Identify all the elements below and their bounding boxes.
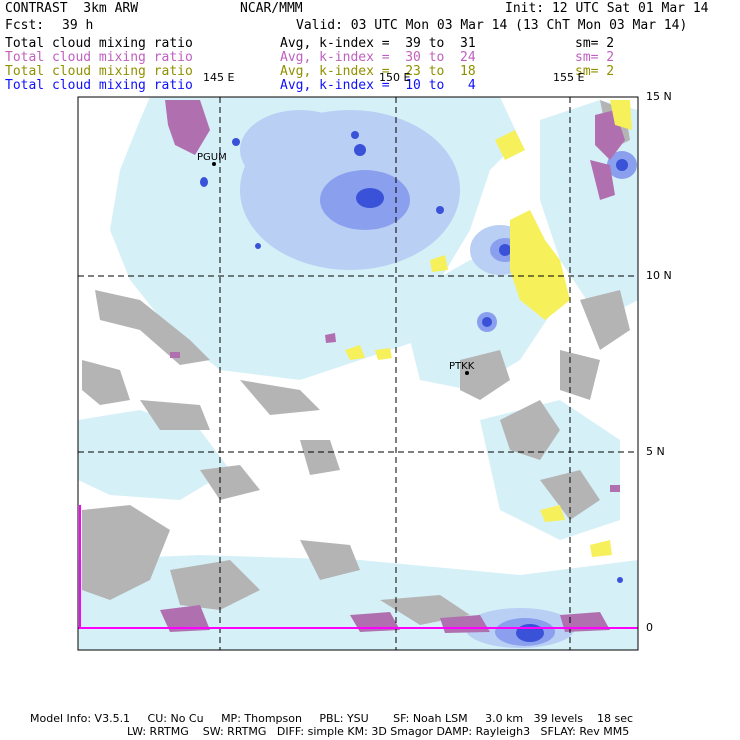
legend-smooth-3: sm= 2 xyxy=(575,64,615,79)
legend-field-2: Total cloud mixing ratio xyxy=(5,50,193,65)
yellow-cloud-layer xyxy=(345,100,632,557)
legend-field-4: Total cloud mixing ratio xyxy=(5,78,193,93)
lat-label-equator: 0 xyxy=(646,621,653,634)
init-time: Init: 12 UTC Sat 01 Mar 14 xyxy=(505,1,709,16)
deep-blue-cloud-cores xyxy=(200,131,628,642)
footer-model-info: Model Info: V3.5.1 CU: No Cu MP: Thompso… xyxy=(30,712,634,725)
lat-label-15n: 15 N xyxy=(646,90,672,103)
lon-label-145e: 145 E xyxy=(203,71,235,84)
legend-range-1: Avg, k-index = 39 to 31 xyxy=(280,36,476,51)
valid-time: Valid: 03 UTC Mon 03 Mar 14 (13 ChT Mon … xyxy=(296,18,688,33)
forecast-label: Fcst: xyxy=(5,18,45,33)
legend-range-4: Avg, k-index = 10 to 4 xyxy=(280,78,476,93)
footer-physics-info: LW: RRTMG SW: RRTMG DIFF: simple KM: 3D … xyxy=(127,725,630,738)
station-marker-pgum xyxy=(212,162,216,166)
legend-field-3: Total cloud mixing ratio xyxy=(5,64,193,79)
legend-range-2: Avg, k-index = 30 to 24 xyxy=(280,50,476,65)
legend-smooth-1: sm= 2 xyxy=(575,36,615,51)
station-marker-ptkk xyxy=(465,371,469,375)
lon-label-150e: 150 E xyxy=(379,71,411,84)
plot-frame xyxy=(77,96,639,651)
lon-label-155e: 155 E xyxy=(553,71,585,84)
legend-smooth-2: sm= 2 xyxy=(575,50,615,65)
model-title: CONTRAST 3km ARW xyxy=(5,1,139,16)
legend-field-1: Total cloud mixing ratio xyxy=(5,36,193,51)
lat-label-10n: 10 N xyxy=(646,269,672,282)
lat-label-5n: 5 N xyxy=(646,445,665,458)
legend-range-3: Avg, k-index = 23 to 18 xyxy=(280,64,476,79)
station-label-pgum: PGUM xyxy=(197,152,227,163)
org-label: NCAR/MMM xyxy=(240,1,303,16)
forecast-hour: 39 h xyxy=(62,18,94,33)
gray-cloud-layer xyxy=(82,100,630,625)
station-label-ptkk: PTKK xyxy=(449,361,475,372)
